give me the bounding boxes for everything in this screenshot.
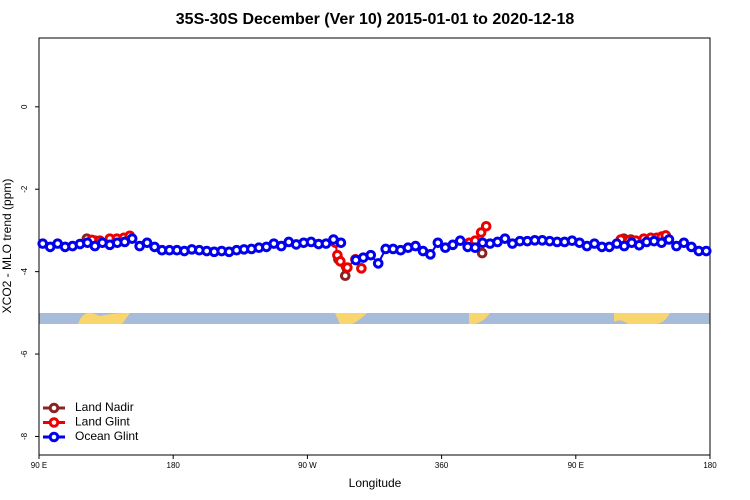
legend-label: Land Glint (75, 415, 130, 429)
x-axis-label: Longitude (349, 476, 402, 490)
x-tick-label: 90 E (31, 461, 47, 470)
point (335, 237, 347, 249)
x-tick-label: 180 (703, 461, 717, 470)
point (342, 262, 353, 273)
point (454, 235, 466, 247)
y-axis-label: XCO2 - MLO trend (ppm) (0, 179, 14, 314)
legend-label: Land Nadir (75, 400, 134, 414)
point (469, 242, 481, 254)
point (447, 239, 459, 251)
point (141, 237, 153, 249)
point (686, 241, 697, 253)
y-tick-label: -8 (20, 432, 29, 440)
point (700, 245, 712, 257)
point (320, 238, 332, 249)
point (678, 237, 690, 249)
point (499, 233, 511, 244)
point (480, 221, 492, 232)
point (356, 263, 367, 274)
y-tick-label: -4 (20, 268, 29, 276)
point (475, 227, 487, 238)
y-tick-label: -6 (20, 350, 29, 358)
x-tick-label: 90 W (298, 461, 317, 470)
x-tick-label: 360 (435, 461, 449, 470)
point (476, 247, 488, 259)
y-tick-label: -2 (20, 185, 29, 193)
x-tick-label: 90 E (568, 461, 584, 470)
legend-label: Ocean Glint (75, 429, 139, 443)
point (276, 240, 287, 252)
point (126, 233, 138, 244)
point (372, 258, 384, 269)
y-tick-label: 0 (20, 104, 29, 109)
point (663, 234, 675, 245)
x-tick-label: 180 (167, 461, 181, 470)
legend-marker (48, 417, 60, 428)
point (432, 237, 444, 249)
land-mask-strip (39, 312, 710, 324)
chart-title: 35S-30S December (Ver 10) 2015-01-01 to … (176, 11, 575, 28)
point (410, 240, 421, 252)
legend-marker (48, 431, 60, 443)
point (425, 249, 436, 260)
point (365, 249, 377, 261)
legend-marker (48, 402, 60, 414)
point (335, 256, 346, 267)
point (339, 270, 351, 282)
